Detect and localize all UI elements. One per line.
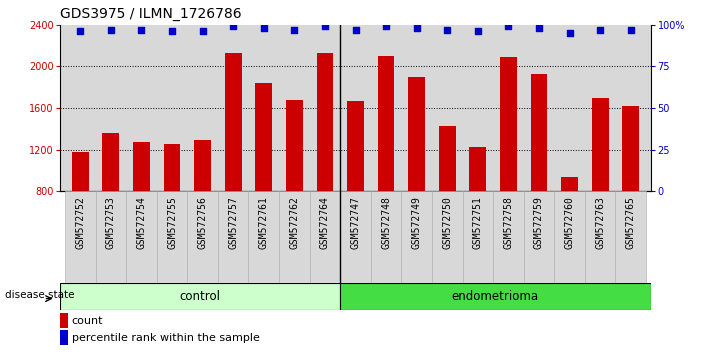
Point [105,27,117,33]
Bar [530,74,547,274]
Text: disease state: disease state [5,290,75,300]
Text: GSM572747: GSM572747 [351,196,360,249]
Point [197,29,208,34]
Text: GSM572761: GSM572761 [259,196,269,249]
Bar [72,152,89,274]
Point [442,27,453,33]
Bar [347,101,364,274]
Bar [60,283,340,310]
Text: GSM572764: GSM572764 [320,196,330,249]
Bar [60,330,68,345]
Bar [255,83,272,274]
Point [472,29,483,34]
Point [258,25,269,31]
Text: GSM572756: GSM572756 [198,196,208,249]
Text: GSM572765: GSM572765 [626,196,636,249]
Point [75,29,86,34]
Text: GSM572752: GSM572752 [75,196,85,249]
Bar [585,191,616,283]
Text: percentile rank within the sample: percentile rank within the sample [72,332,260,343]
Bar [102,133,119,274]
Bar [616,191,646,283]
Point [319,24,331,29]
Bar [218,191,248,283]
Text: GSM572754: GSM572754 [137,196,146,249]
Bar [463,191,493,283]
Text: count: count [72,316,103,326]
Point [625,27,636,33]
Text: GSM572755: GSM572755 [167,196,177,249]
Text: endometrioma: endometrioma [451,290,539,303]
Bar [408,77,425,274]
Text: GDS3975 / ILMN_1726786: GDS3975 / ILMN_1726786 [60,7,242,21]
Bar [248,191,279,283]
Bar [371,191,402,283]
Point [228,24,239,29]
Text: GSM572762: GSM572762 [289,196,299,249]
Text: GSM572763: GSM572763 [595,196,605,249]
Bar [95,191,126,283]
Text: GSM572751: GSM572751 [473,196,483,249]
Bar [432,191,463,283]
Bar [309,191,340,283]
Bar [592,98,609,274]
Point [350,27,361,33]
Point [166,29,178,34]
Text: GSM572749: GSM572749 [412,196,422,249]
Text: GSM572757: GSM572757 [228,196,238,249]
Text: GSM572760: GSM572760 [565,196,574,249]
Bar [524,191,555,283]
Bar [133,142,150,274]
Bar [469,148,486,274]
Bar [126,191,156,283]
Bar [622,106,639,274]
Text: GSM572753: GSM572753 [106,196,116,249]
Bar [555,191,585,283]
Point [380,24,392,29]
Bar [164,144,181,274]
Bar [286,99,303,274]
Point [289,27,300,33]
Bar [439,126,456,274]
Point [503,24,514,29]
Point [411,25,422,31]
Point [533,25,545,31]
Point [594,27,606,33]
Bar [500,57,517,274]
Bar [340,191,371,283]
Bar [187,191,218,283]
Bar [561,177,578,274]
Bar [225,53,242,274]
Point [564,30,575,36]
Bar [402,191,432,283]
Point [136,27,147,33]
Bar [316,53,333,274]
Bar [340,283,651,310]
Bar [194,140,211,274]
Bar [493,191,524,283]
Text: control: control [180,290,220,303]
Text: GSM572748: GSM572748 [381,196,391,249]
Text: GSM572758: GSM572758 [503,196,513,249]
Text: GSM572759: GSM572759 [534,196,544,249]
Text: GSM572750: GSM572750 [442,196,452,249]
Bar [156,191,187,283]
Bar [279,191,309,283]
Bar [65,191,95,283]
Bar [378,56,395,274]
Bar [60,313,68,329]
